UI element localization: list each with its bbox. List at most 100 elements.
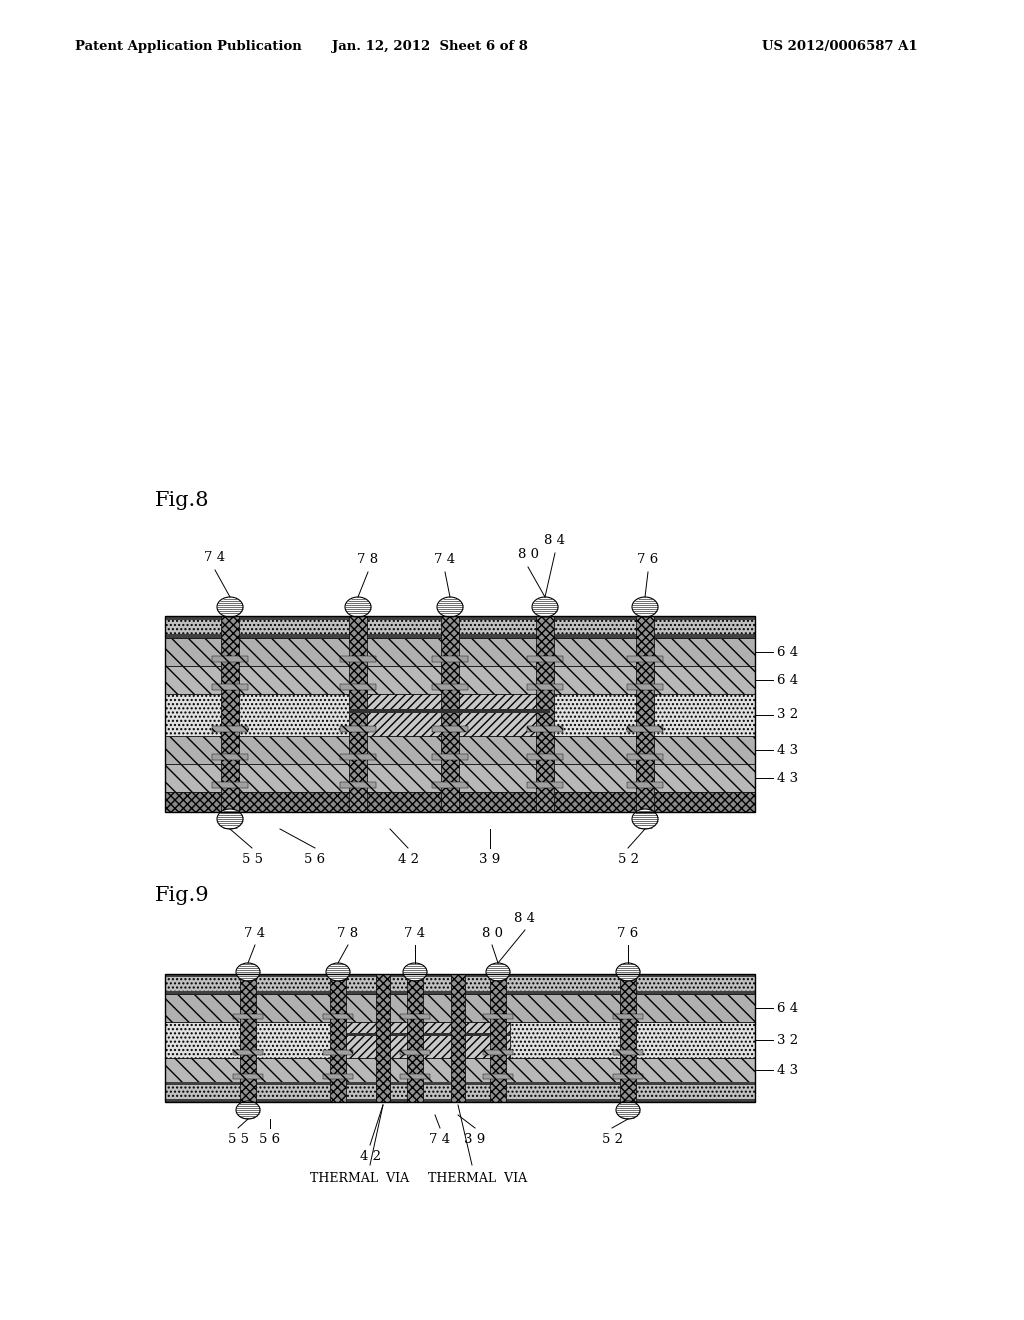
Bar (165, 974, 755, 977)
Text: US 2012/0006587 A1: US 2012/0006587 A1 (762, 40, 918, 53)
Bar (165, 616, 755, 638)
Bar (451, 1098, 465, 1102)
Ellipse shape (236, 964, 260, 981)
Bar (165, 1059, 755, 1082)
Bar (627, 684, 663, 690)
Text: Fig.9: Fig.9 (155, 886, 210, 906)
Text: 7 4: 7 4 (434, 553, 456, 566)
Bar (432, 781, 468, 788)
Bar (340, 684, 376, 690)
Bar (165, 1082, 755, 1102)
Text: 5 5: 5 5 (242, 853, 262, 866)
Text: 3 2: 3 2 (777, 1034, 798, 1047)
Text: 8 0: 8 0 (481, 927, 503, 940)
Bar (221, 616, 239, 812)
Bar (330, 974, 346, 1102)
Bar (165, 764, 755, 792)
Text: 3 9: 3 9 (479, 853, 501, 866)
Ellipse shape (632, 809, 658, 829)
Bar (527, 726, 563, 733)
Bar (527, 684, 563, 690)
Bar (165, 974, 755, 994)
Bar (620, 974, 636, 1102)
Text: 7 6: 7 6 (617, 927, 639, 940)
Text: 5 5: 5 5 (227, 1133, 249, 1146)
Text: 7 4: 7 4 (429, 1133, 451, 1146)
Text: 7 4: 7 4 (245, 927, 265, 940)
Text: 4 2: 4 2 (397, 853, 419, 866)
Bar (627, 656, 663, 663)
Bar (407, 974, 423, 1102)
Bar (212, 754, 248, 760)
Bar (340, 656, 376, 663)
Bar (165, 634, 755, 638)
Bar (432, 754, 468, 760)
Text: 5 6: 5 6 (259, 1133, 281, 1146)
Bar (165, 737, 755, 764)
Bar (613, 1074, 643, 1078)
Bar (165, 638, 755, 667)
Bar (212, 726, 248, 733)
Bar (165, 667, 755, 694)
Ellipse shape (632, 597, 658, 616)
Bar (165, 991, 755, 994)
Bar (165, 616, 755, 638)
Text: 3 2: 3 2 (777, 709, 798, 722)
Bar (627, 726, 663, 733)
Bar (165, 808, 755, 812)
Bar (165, 974, 755, 1102)
Text: 4 3: 4 3 (777, 743, 798, 756)
Bar (376, 1098, 390, 1102)
Bar (350, 694, 550, 737)
Bar (165, 792, 755, 796)
Text: 5 2: 5 2 (601, 1133, 623, 1146)
Bar (350, 709, 550, 713)
Text: 5 6: 5 6 (304, 853, 326, 866)
Bar (376, 974, 390, 1102)
Bar (349, 616, 367, 812)
Bar (340, 726, 376, 733)
Text: Jan. 12, 2012  Sheet 6 of 8: Jan. 12, 2012 Sheet 6 of 8 (332, 40, 528, 53)
Bar (627, 781, 663, 788)
Text: 4 3: 4 3 (777, 771, 798, 784)
Ellipse shape (532, 597, 558, 616)
Text: 6 4: 6 4 (777, 673, 798, 686)
Bar (165, 792, 755, 812)
Text: 4 2: 4 2 (359, 1150, 381, 1163)
Ellipse shape (486, 964, 510, 981)
Text: 7 8: 7 8 (357, 553, 379, 566)
Text: 8 4: 8 4 (545, 535, 565, 546)
Bar (165, 974, 755, 994)
Ellipse shape (616, 1101, 640, 1119)
Bar (345, 1022, 510, 1059)
Bar (340, 781, 376, 788)
Bar (165, 1082, 755, 1085)
Bar (432, 684, 468, 690)
Bar (340, 754, 376, 760)
Bar (323, 1049, 353, 1055)
Text: 7 4: 7 4 (404, 927, 426, 940)
Bar (323, 1074, 353, 1078)
Text: 8 0: 8 0 (517, 548, 539, 561)
Text: 8 4: 8 4 (514, 912, 536, 925)
Bar (527, 781, 563, 788)
Text: Patent Application Publication: Patent Application Publication (75, 40, 302, 53)
Bar (483, 1014, 513, 1019)
Ellipse shape (345, 597, 371, 616)
Bar (165, 616, 755, 812)
Text: THERMAL  VIA: THERMAL VIA (310, 1172, 410, 1185)
Text: 6 4: 6 4 (777, 645, 798, 659)
Bar (613, 1049, 643, 1055)
Bar (527, 656, 563, 663)
Bar (483, 1049, 513, 1055)
Bar (432, 656, 468, 663)
Bar (441, 616, 459, 812)
Bar (527, 754, 563, 760)
Bar (400, 1014, 430, 1019)
Bar (323, 1014, 353, 1019)
Ellipse shape (616, 964, 640, 981)
Bar (613, 1014, 643, 1019)
Bar (165, 1100, 755, 1102)
Ellipse shape (437, 597, 463, 616)
Text: 6 4: 6 4 (777, 1002, 798, 1015)
